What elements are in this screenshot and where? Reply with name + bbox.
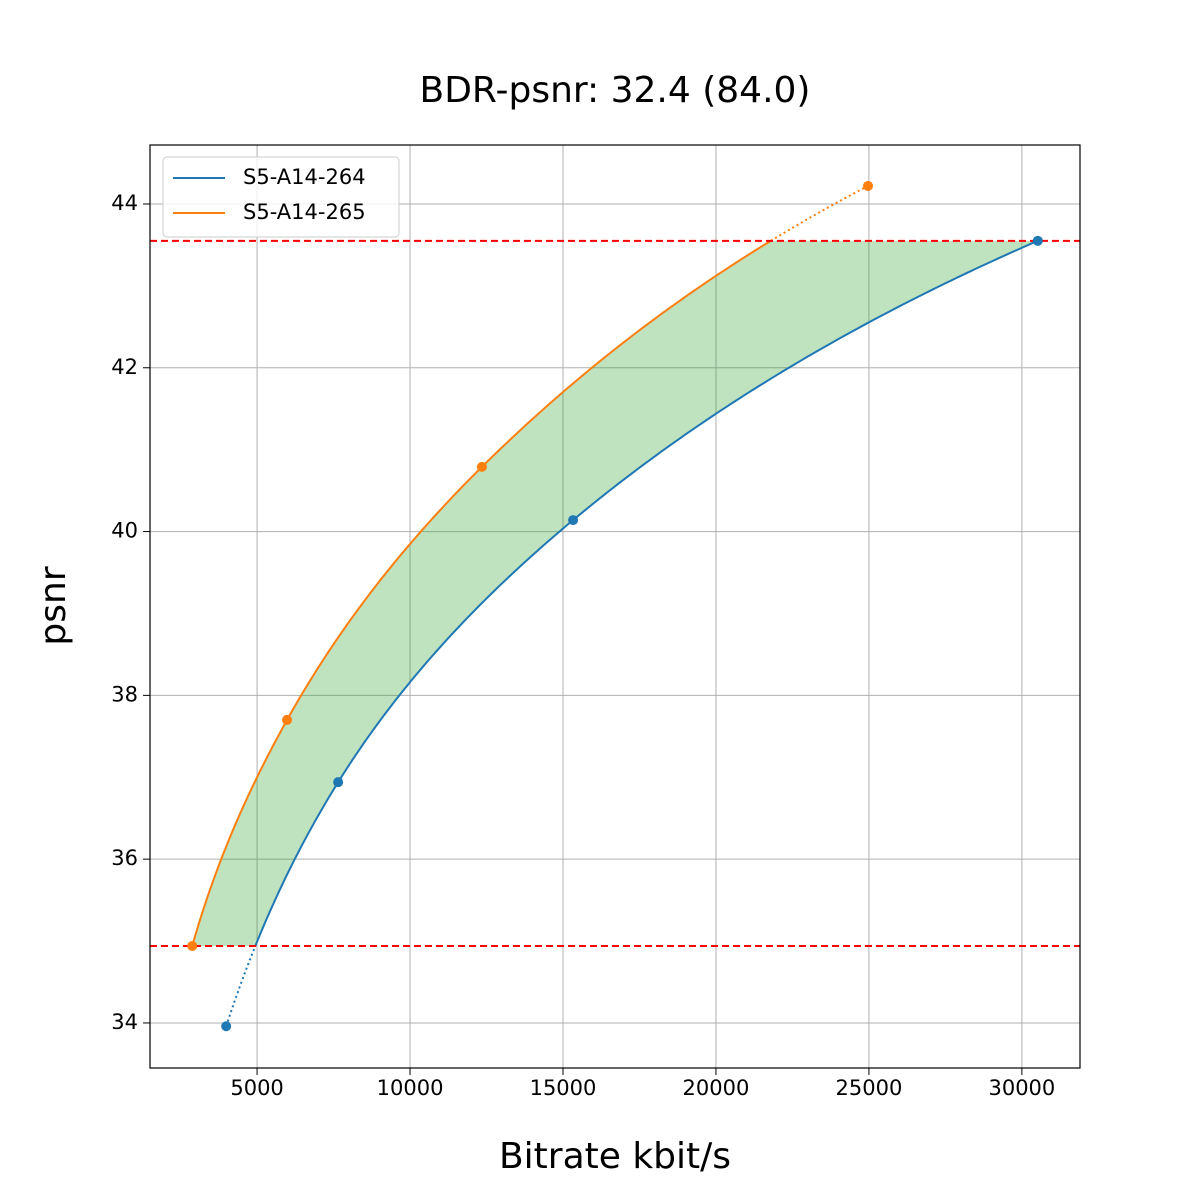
x-tick-label: 25000: [836, 1076, 903, 1100]
data-point: [221, 1021, 232, 1032]
data-point: [476, 461, 487, 472]
x-axis-label: Bitrate kbit/s: [499, 1136, 731, 1177]
legend-label: S5-A14-265: [243, 200, 366, 224]
curve: [254, 239, 1039, 947]
plot-area: [150, 180, 1080, 1032]
y-tick-label: 40: [111, 519, 138, 543]
plot-frame: [149, 144, 1081, 1069]
x-tick-label: 15000: [530, 1076, 597, 1100]
chart-title: BDR-psnr: 32.4 (84.0): [420, 70, 811, 111]
curve: [191, 239, 772, 947]
data-point: [568, 515, 579, 526]
x-tick-label: 30000: [988, 1076, 1055, 1100]
legend-label: S5-A14-264: [243, 165, 366, 189]
data-point: [333, 777, 344, 788]
y-tick-label: 44: [111, 191, 138, 215]
y-tick-label: 36: [111, 846, 138, 870]
bd-area: [192, 240, 1038, 946]
x-tick-label: 10000: [377, 1076, 444, 1100]
data-point: [862, 180, 873, 191]
y-tick-label: 42: [111, 355, 138, 379]
data-point: [1032, 235, 1043, 246]
curve-extrapolated: [770, 185, 869, 242]
y-tick-label: 38: [111, 682, 138, 706]
y-axis-label: psnr: [33, 566, 74, 645]
y-tick-label: 34: [111, 1010, 138, 1034]
curve-extrapolated: [225, 945, 257, 1027]
x-tick-label: 20000: [683, 1076, 750, 1100]
x-tick-label: 5000: [230, 1076, 283, 1100]
data-point: [282, 714, 293, 725]
data-point: [187, 940, 198, 951]
